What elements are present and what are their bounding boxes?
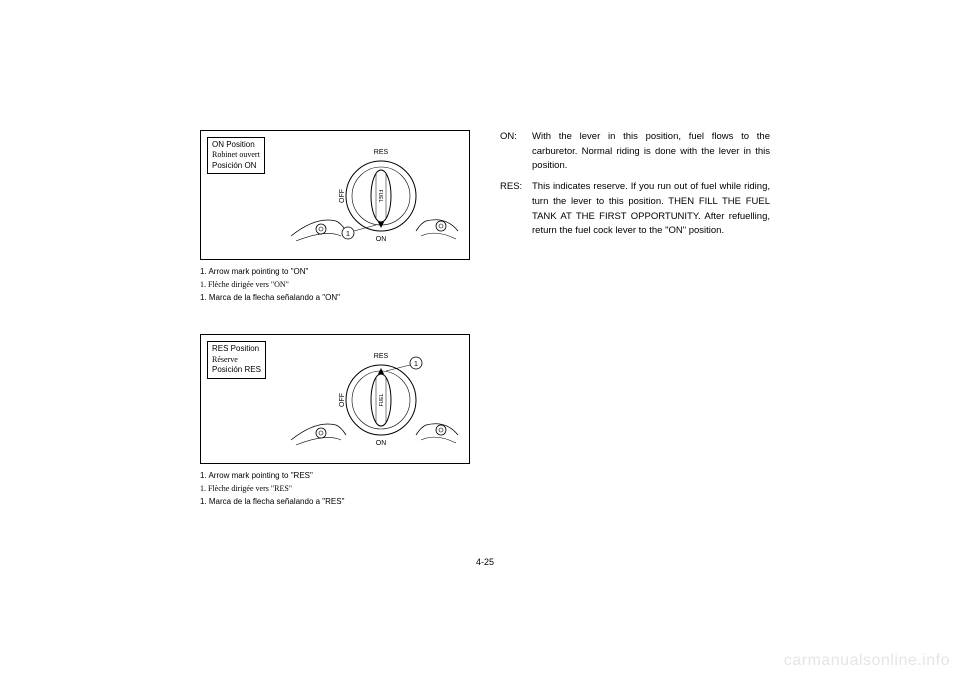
label-on-es: Posición ON (212, 161, 260, 171)
off-label-res: OFF (339, 393, 346, 407)
off-label-on: OFF (339, 189, 346, 203)
label-res-en: RES Position (212, 344, 261, 354)
figure-res-position: RES Position Réserve Posición RES (200, 334, 470, 464)
label-res-es: Posición RES (212, 365, 261, 375)
on-desc-text: With the lever in this position, fuel fl… (532, 130, 770, 174)
caption-res-es: 1. Marca de la flecha señalando a "RES" (200, 496, 475, 509)
figure-res-label-box: RES Position Réserve Posición RES (207, 341, 266, 378)
left-column: ON Position Robinet ouvert Posición ON (200, 130, 475, 527)
fuel-text-on: FUEL (377, 190, 383, 203)
res-desc-label: RES: (500, 180, 532, 239)
caption-on-es: 1. Marca de la flecha señalando a "ON" (200, 292, 475, 305)
on-desc-label: ON: (500, 130, 532, 174)
manual-page: ON Position Robinet ouvert Posición ON (200, 130, 770, 527)
fuel-text-res: FUEL (379, 394, 385, 407)
marker-1-res: 1 (414, 361, 418, 368)
caption-res: 1. Arrow mark pointing to "RES" 1. Flèch… (200, 470, 475, 508)
res-desc-text: This indicates reserve. If you run out o… (532, 180, 770, 239)
label-on-en: ON Position (212, 140, 260, 150)
marker-1-on: 1 (346, 231, 350, 238)
res-label-res: RES (374, 353, 389, 360)
on-label-res: ON (376, 440, 387, 447)
caption-res-en: 1. Arrow mark pointing to "RES" (200, 470, 475, 483)
on-description: ON: With the lever in this position, fue… (500, 130, 770, 174)
res-description: RES: This indicates reserve. If you run … (500, 180, 770, 239)
caption-on-en: 1. Arrow mark pointing to "ON" (200, 266, 475, 279)
caption-on-fr: 1. Flèche dirigée vers "ON" (200, 279, 475, 292)
page-number: 4-25 (476, 557, 494, 567)
diagram-res: FUEL RES OFF ON 1 (286, 345, 461, 455)
on-label-on: ON (376, 236, 387, 243)
diagram-on: FUEL RES OFF ON 1 (286, 141, 461, 251)
figure-on-label-box: ON Position Robinet ouvert Posición ON (207, 137, 265, 174)
label-res-fr: Réserve (212, 355, 261, 365)
label-on-fr: Robinet ouvert (212, 150, 260, 160)
caption-on: 1. Arrow mark pointing to "ON" 1. Flèche… (200, 266, 475, 304)
res-label-on: RES (374, 149, 389, 156)
figure-on-position: ON Position Robinet ouvert Posición ON (200, 130, 470, 260)
right-column: ON: With the lever in this position, fue… (500, 130, 770, 245)
watermark: carmanualsonline.info (784, 652, 950, 670)
caption-res-fr: 1. Flèche dirigée vers "RES" (200, 483, 475, 496)
